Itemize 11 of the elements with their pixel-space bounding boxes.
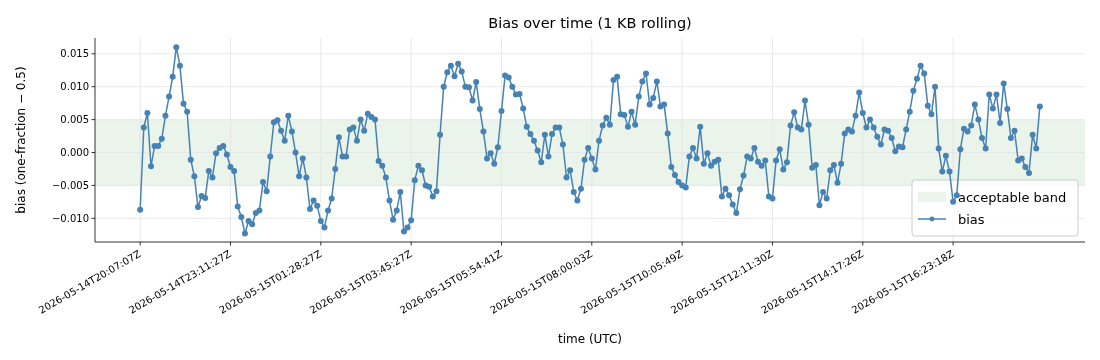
y-tick-label: 0.015	[60, 48, 89, 60]
legend-label: bias	[958, 211, 985, 227]
y-tick-label: −0.010	[51, 212, 89, 224]
y-axis-title: bias (one-fraction − 0.5)	[14, 66, 28, 214]
x-axis-title: time (UTC)	[557, 332, 623, 346]
chart-title: Bias over time (1 KB rolling)	[488, 15, 692, 31]
y-tick-label: 0.010	[60, 81, 89, 93]
y-tick-label: 0.000	[60, 147, 89, 158]
legend-label: acceptable band	[958, 189, 1067, 205]
y-tick-label: −0.005	[51, 179, 89, 191]
y-tick-label: 0.005	[60, 114, 89, 126]
